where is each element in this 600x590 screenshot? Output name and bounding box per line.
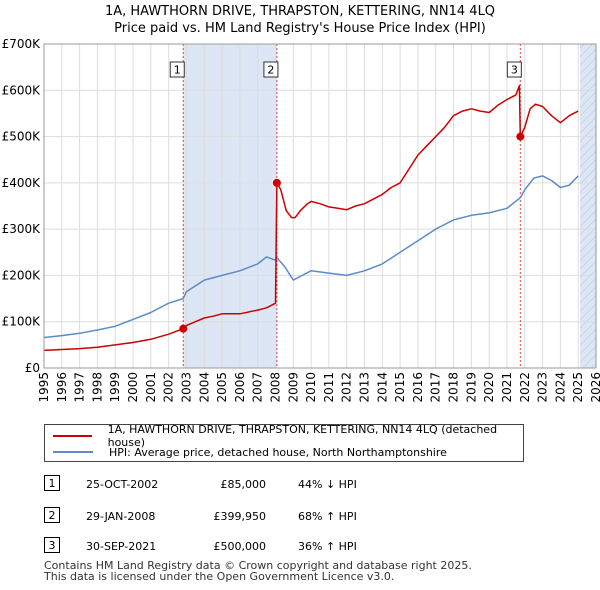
x-tick-label: 1995 [37, 372, 51, 403]
hpi-line [43, 175, 579, 339]
legend: 1A, HAWTHORN DRIVE, THRAPSTON, KETTERING… [44, 423, 524, 462]
footer-copyright: Contains HM Land Registry data © Crown c… [44, 559, 472, 572]
transaction-price: £399,950 [213, 510, 267, 523]
legend-label-property: 1A, HAWTHORN DRIVE, THRAPSTON, KETTERING… [107, 423, 498, 449]
sale-marker-label: 1 [174, 64, 181, 77]
y-tick-label: £300K [2, 222, 42, 236]
x-tick-label: 2007 [251, 372, 265, 403]
x-tick-label: 2021 [500, 372, 514, 403]
price-chart: £0 £100K £200K £300K £400K £500K £600K £700K 199… [2, 37, 600, 403]
x-tick-label: 2020 [482, 372, 496, 403]
y-tick-label: £100K [2, 315, 42, 329]
transaction-hpi: 44% ↓ HPI [298, 478, 357, 491]
x-tick-label: 2003 [179, 372, 193, 403]
plot-border [43, 43, 597, 369]
sale-point [179, 324, 188, 333]
transaction-price: £500,000 [213, 540, 267, 553]
x-tick-label: 2010 [304, 372, 318, 403]
shaded-period [183, 44, 277, 368]
transaction-number: 3 [44, 537, 60, 553]
sale-marker-box [506, 61, 522, 78]
y-tick-label: £500K [2, 130, 42, 144]
transaction-date: 29-JAN-2008 [86, 510, 156, 523]
x-tick-label: 1999 [108, 372, 122, 403]
sale-point [272, 178, 281, 187]
legend-swatch-hpi [53, 451, 93, 453]
x-tick-label: 2000 [126, 372, 140, 403]
x-tick-label: 2023 [536, 372, 550, 403]
x-tick-label: 2012 [340, 372, 354, 403]
x-tick-label: 2018 [447, 372, 461, 403]
x-tick-label: 1997 [73, 372, 87, 403]
legend-item-hpi: HPI: Average price, detached house, Nort… [53, 444, 447, 460]
forecast-hatch [579, 44, 596, 368]
x-tick-label: 2016 [411, 372, 425, 403]
y-tick-label: £700K [2, 37, 42, 51]
x-tick-label: 2002 [162, 372, 176, 403]
sale-point [516, 132, 525, 141]
x-tick-label: 1998 [90, 372, 104, 403]
transaction-date: 25-OCT-2002 [86, 478, 159, 491]
x-tick-label: 1996 [55, 372, 69, 403]
transaction-price: £85,000 [220, 478, 267, 491]
sale-marker-label: 2 [267, 64, 274, 77]
legend-label-hpi: HPI: Average price, detached house, Nort… [109, 445, 447, 459]
sale-marker-box [169, 61, 185, 78]
y-tick-label: £0 [25, 361, 40, 375]
y-tick-label: £400K [2, 176, 42, 190]
y-tick-label: £600K [2, 83, 42, 97]
property-price-line [43, 84, 579, 352]
x-tick-label: 2022 [518, 372, 532, 403]
x-tick-label: 2004 [197, 372, 211, 403]
x-tick-label: 2005 [215, 372, 229, 403]
sale-marker-label: 3 [511, 64, 518, 77]
x-tick-label: 2015 [393, 372, 407, 403]
sale-marker-box [263, 61, 279, 78]
transaction-hpi: 68% ↑ HPI [298, 510, 357, 523]
transaction-date: 30-SEP-2021 [86, 540, 157, 553]
chart-subtitle: Price paid vs. HM Land Registry's House … [114, 21, 486, 36]
x-tick-label: 2008 [268, 372, 282, 403]
transaction-number: 2 [44, 507, 60, 523]
plot-area [44, 44, 596, 368]
x-tick-label: 2013 [358, 372, 372, 403]
footer-license: This data is licensed under the Open Gov… [44, 570, 395, 583]
x-tick-label: 2001 [144, 372, 158, 403]
transaction-number: 1 [44, 475, 60, 491]
x-tick-label: 2006 [233, 372, 247, 403]
x-tick-label: 2025 [571, 372, 585, 403]
footer: Contains HM Land Registry data © Crown c… [44, 560, 472, 582]
legend-swatch-property [53, 435, 92, 437]
chart-title: 1A, HAWTHORN DRIVE, THRAPSTON, KETTERING… [104, 4, 496, 19]
legend-item-property: 1A, HAWTHORN DRIVE, THRAPSTON, KETTERING… [53, 423, 523, 449]
x-tick-label: 2017 [429, 372, 443, 403]
y-tick-label: £200K [2, 268, 42, 282]
x-tick-label: 2024 [553, 372, 567, 403]
x-tick-label: 2019 [464, 372, 478, 403]
x-tick-label: 2011 [322, 372, 336, 403]
x-tick-label: 2009 [286, 372, 300, 403]
x-tick-label: 2026 [589, 372, 600, 403]
x-tick-label: 2014 [375, 372, 389, 403]
transaction-hpi: 36% ↑ HPI [298, 540, 357, 553]
